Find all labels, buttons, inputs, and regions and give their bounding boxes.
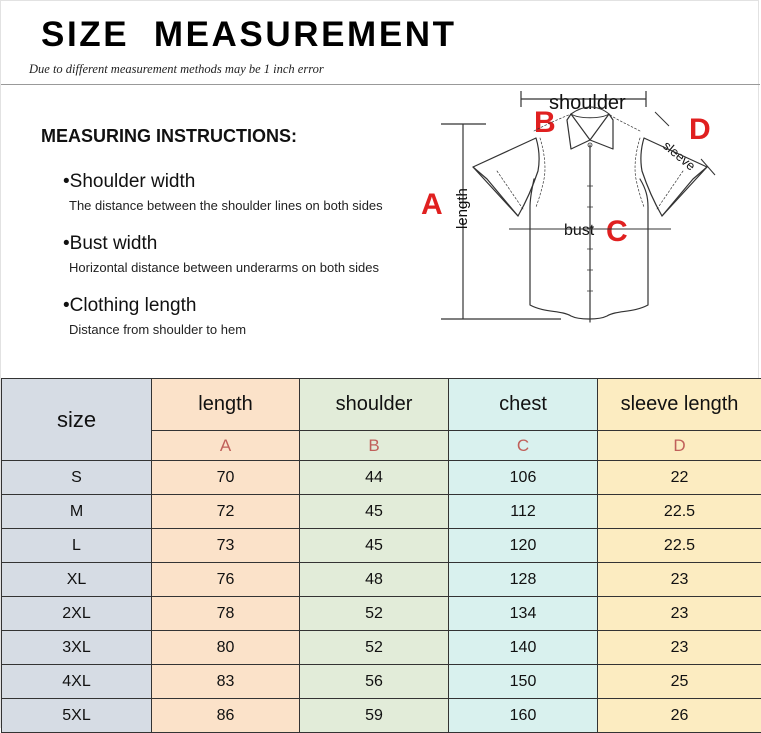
svg-text:D: D (689, 113, 711, 146)
svg-text:A: A (421, 188, 443, 221)
svg-text:C: C (606, 215, 628, 248)
svg-text:length: length (454, 188, 471, 229)
svg-text:B: B (534, 106, 556, 139)
svg-text:shoulder: shoulder (549, 92, 626, 114)
